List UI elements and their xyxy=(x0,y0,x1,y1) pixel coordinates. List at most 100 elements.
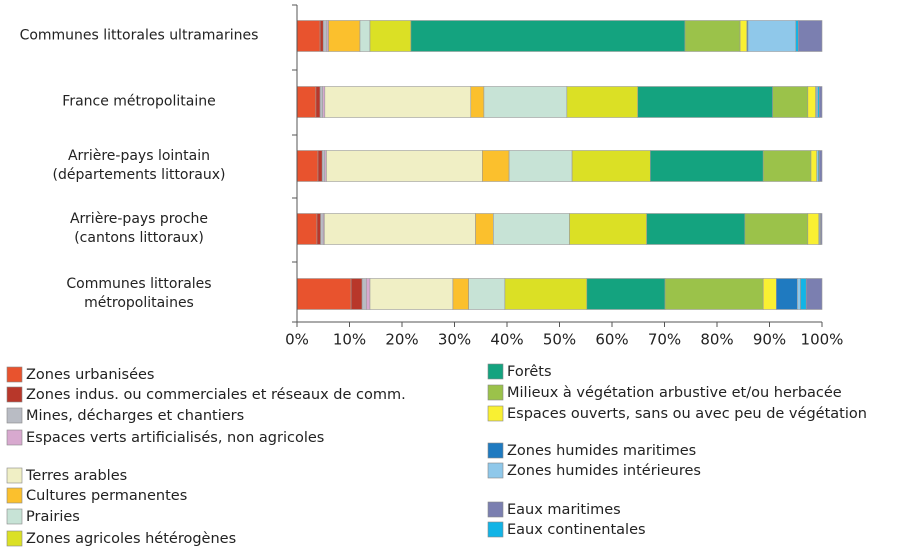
bar-segment xyxy=(320,213,324,245)
bar-segment xyxy=(739,20,748,52)
bar-segment xyxy=(637,86,773,118)
legend-swatch xyxy=(6,429,23,446)
bar-segment xyxy=(807,213,820,245)
legend-swatch xyxy=(487,363,504,380)
category-label: Communes littorales métropolitaines xyxy=(66,276,212,311)
bar-segment xyxy=(800,278,807,310)
bar-segment xyxy=(319,20,324,52)
x-tick-label: 90% xyxy=(753,331,786,349)
legend-swatch xyxy=(487,405,504,422)
bar-segment xyxy=(365,278,371,310)
bar-segment xyxy=(359,20,371,52)
bar-segment xyxy=(664,278,764,310)
legend-swatch xyxy=(6,366,23,383)
bar-segment xyxy=(566,86,639,118)
bar-segment xyxy=(470,86,485,118)
bar-segment xyxy=(508,150,573,182)
legend-label: Zones urbanisées xyxy=(26,367,155,383)
bar-segment xyxy=(328,20,361,52)
bar-segment xyxy=(296,278,352,310)
bar-segment xyxy=(321,150,326,182)
bar-segment xyxy=(744,213,809,245)
bar-segment xyxy=(322,86,326,118)
legend-label: Zones humides maritimes xyxy=(507,443,696,459)
legend-swatch xyxy=(487,384,504,401)
x-tick-label: 10% xyxy=(333,331,366,349)
legend-label: Espaces verts artificialisés, non agrico… xyxy=(26,430,324,446)
bar-segment xyxy=(820,213,823,245)
bar-segment xyxy=(493,213,570,245)
bar-segment xyxy=(296,20,321,52)
category-label: Arrière-pays proche (cantons littoraux) xyxy=(69,211,209,246)
category-label: France métropolitaine xyxy=(62,93,216,110)
bar-segment xyxy=(317,150,323,182)
category-label: Arrière-pays lointain (départements litt… xyxy=(52,148,226,183)
legend-swatch xyxy=(6,386,23,403)
bar-segment xyxy=(319,86,324,118)
bar-segment xyxy=(747,20,797,52)
legend-label: Mines, décharges et chantiers xyxy=(26,408,244,424)
x-tick-label: 20% xyxy=(385,331,418,349)
x-tick-label: 0% xyxy=(285,331,309,349)
legend-label: Zones agricoles hétérogènes xyxy=(26,531,236,547)
bar-segment xyxy=(475,213,494,245)
bar-segment xyxy=(571,150,651,182)
x-tick-label: 70% xyxy=(648,331,681,349)
bar-segment xyxy=(776,278,798,310)
bar-segment xyxy=(586,278,666,310)
bar-segment xyxy=(316,213,321,245)
legend-swatch xyxy=(487,521,504,538)
bar-segment xyxy=(350,278,363,310)
x-tick-label: 60% xyxy=(595,331,628,349)
bar-segment xyxy=(315,86,321,118)
category-label: Communes littorales ultramarines xyxy=(19,27,259,44)
bar-segment xyxy=(369,278,454,310)
bar-segment xyxy=(795,20,799,52)
x-tick-label: 40% xyxy=(490,331,523,349)
x-tick-label: 80% xyxy=(700,331,733,349)
bar-segment xyxy=(646,213,746,245)
legend-swatch xyxy=(6,508,23,525)
bar-segment xyxy=(805,278,823,310)
legend-label: Zones indus. ou commerciales et réseaux … xyxy=(26,387,406,403)
bar-segment xyxy=(797,278,801,310)
bar-segment xyxy=(569,213,647,245)
bar-segment xyxy=(361,278,367,310)
legend-swatch xyxy=(6,407,23,424)
legend-swatch xyxy=(6,467,23,484)
bar-segment xyxy=(483,86,568,118)
legend-label: Cultures permanentes xyxy=(26,488,187,504)
bar-segment xyxy=(468,278,506,310)
bar-segment xyxy=(819,86,823,118)
bar-segment xyxy=(296,213,318,245)
legend-swatch xyxy=(487,442,504,459)
legend-swatch xyxy=(6,487,23,504)
bar-segment xyxy=(810,150,818,182)
bar-segment xyxy=(762,278,777,310)
legend-label: Milieux à végétation arbustive et/ou her… xyxy=(507,385,842,401)
bar-segment xyxy=(772,86,809,118)
bar-segment xyxy=(504,278,588,310)
legend-swatch xyxy=(487,501,504,518)
legend-label: Prairies xyxy=(26,509,80,525)
bar-segment xyxy=(819,150,823,182)
legend-label: Forêts xyxy=(507,364,552,380)
legend-label: Terres arables xyxy=(25,468,127,484)
legend-label: Eaux maritimes xyxy=(507,502,621,518)
bar-segment xyxy=(452,278,469,310)
bar-segment xyxy=(762,150,812,182)
bar-segment xyxy=(369,20,412,52)
x-tick-label: 30% xyxy=(438,331,471,349)
bar-segment xyxy=(296,150,319,182)
legend-label: Zones humides intérieures xyxy=(507,463,701,479)
legend-swatch xyxy=(6,530,23,547)
x-tick-label: 100% xyxy=(801,331,844,349)
bar-segment xyxy=(650,150,764,182)
legend-label: Eaux continentales xyxy=(507,522,646,538)
bar-segment xyxy=(807,86,817,118)
x-tick-label: 50% xyxy=(543,331,576,349)
bar-segment xyxy=(323,213,476,245)
bar-segment xyxy=(324,86,472,118)
